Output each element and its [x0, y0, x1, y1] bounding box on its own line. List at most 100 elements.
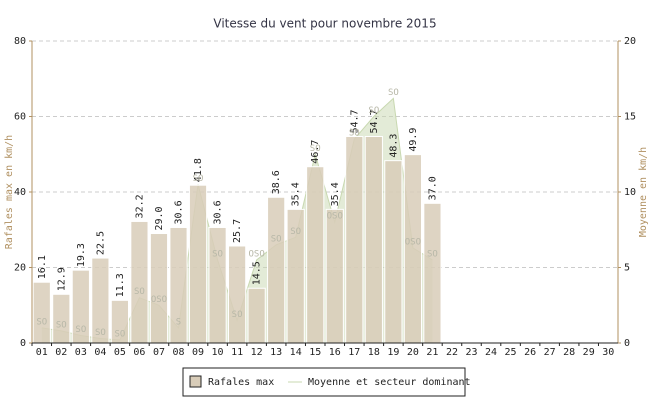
data-label: 35.4	[291, 182, 302, 206]
data-label: 38.6	[271, 170, 282, 194]
x-tick-label: 01	[36, 347, 48, 358]
data-label: 30.6	[213, 200, 224, 224]
x-tick-label: 25	[505, 347, 517, 358]
sector-label: SO	[95, 328, 106, 338]
x-tick-label: 28	[563, 347, 575, 358]
sector-label: SO	[427, 249, 438, 259]
sector-label: SO	[212, 249, 223, 259]
x-tick-label: 23	[465, 347, 477, 358]
sector-label: SO	[36, 317, 47, 327]
sector-label: SO	[271, 234, 282, 244]
sector-label: SO	[388, 88, 399, 98]
sector-label: SO	[56, 320, 67, 330]
sector-label: SO	[114, 329, 125, 339]
x-tick-label: 11	[231, 347, 243, 358]
y2-tick-label: 10	[624, 187, 636, 198]
x-tick-label: 02	[55, 347, 67, 358]
data-label: 35.4	[330, 182, 341, 206]
bar	[345, 136, 364, 344]
data-label: 49.9	[408, 128, 419, 152]
bar	[325, 208, 344, 344]
sector-label: SO	[290, 227, 301, 237]
x-tick-label: 04	[94, 347, 106, 358]
data-label: 12.9	[56, 267, 67, 291]
chart-title: Vitesse du vent pour novembre 2015	[213, 17, 436, 31]
x-tick-label: 21	[426, 347, 438, 358]
x-tick-label: 05	[114, 347, 126, 358]
bar	[188, 184, 208, 344]
y2-tick-label: 5	[624, 263, 630, 274]
x-tick-label: 30	[602, 347, 614, 358]
y-tick-label: 60	[14, 112, 26, 123]
y2-tick-label: 0	[624, 338, 630, 349]
y-tick-label: 40	[14, 187, 26, 198]
x-tick-label: 08	[172, 347, 184, 358]
x-tick-label: 14	[290, 347, 302, 358]
x-tick-label: 13	[270, 347, 282, 358]
sector-label: OSO	[327, 212, 343, 222]
bar	[306, 166, 325, 344]
x-tick-label: 20	[407, 347, 419, 358]
sector-label: SO	[193, 174, 204, 184]
bar	[364, 136, 383, 344]
sector-label: SO	[232, 310, 243, 320]
x-tick-label: 12	[251, 347, 263, 358]
data-label: 30.6	[174, 200, 185, 224]
y2-tick-label: 20	[624, 36, 636, 47]
y-tick-label: 20	[14, 263, 26, 274]
data-label: 37.0	[427, 176, 438, 200]
bar	[149, 233, 169, 344]
data-label: 29.0	[154, 206, 165, 230]
bar	[384, 160, 403, 344]
sector-label: SO	[349, 129, 360, 139]
legend-swatch	[189, 375, 202, 388]
bar	[247, 287, 266, 344]
sector-label: SO	[368, 106, 379, 116]
x-tick-label: 18	[368, 347, 380, 358]
bar	[423, 202, 442, 344]
bar	[403, 154, 422, 344]
legend-box	[182, 367, 466, 397]
x-tick-label: 03	[75, 347, 87, 358]
data-label: 14.5	[252, 261, 263, 285]
bar	[228, 245, 247, 344]
data-label: 11.3	[115, 273, 126, 297]
sector-label: SO	[75, 325, 86, 335]
x-tick-label: 27	[544, 347, 556, 358]
x-tick-label: 22	[446, 347, 458, 358]
sector-label: SO	[134, 287, 145, 297]
y-tick-label: 80	[14, 36, 26, 47]
sector-label: OSO	[405, 237, 421, 247]
x-tick-label: 06	[133, 347, 145, 358]
data-label: 22.5	[95, 231, 106, 255]
y2-tick-label: 15	[624, 112, 636, 123]
data-label: 54.7	[369, 109, 380, 133]
data-label: 32.2	[134, 194, 145, 218]
x-tick-label: 17	[348, 347, 360, 358]
bar	[208, 226, 227, 344]
data-label: 41.8	[193, 158, 204, 182]
data-label: 46.7	[310, 140, 321, 164]
data-label: 25.7	[232, 219, 243, 243]
bar	[130, 220, 149, 344]
y-axis-label: Rafales max en km/h	[4, 135, 15, 249]
data-label: 48.3	[388, 134, 399, 158]
x-tick-label: 29	[583, 347, 595, 358]
x-tick-label: 24	[485, 347, 497, 358]
y-tick-label: 0	[20, 338, 26, 349]
x-tick-label: 26	[524, 347, 536, 358]
x-tick-label: 09	[192, 347, 204, 358]
x-tick-label: 07	[153, 347, 165, 358]
legend-label: Rafales max	[208, 377, 274, 388]
bar	[267, 196, 286, 344]
data-label: 54.7	[349, 109, 360, 133]
x-tick-label: 10	[212, 347, 224, 358]
x-tick-label: 19	[387, 347, 399, 358]
data-label: 19.3	[76, 243, 87, 267]
sector-label: S	[176, 317, 181, 327]
x-tick-label: 15	[309, 347, 321, 358]
sector-label: SO	[310, 144, 321, 154]
bar	[32, 281, 51, 344]
bar	[52, 293, 71, 344]
